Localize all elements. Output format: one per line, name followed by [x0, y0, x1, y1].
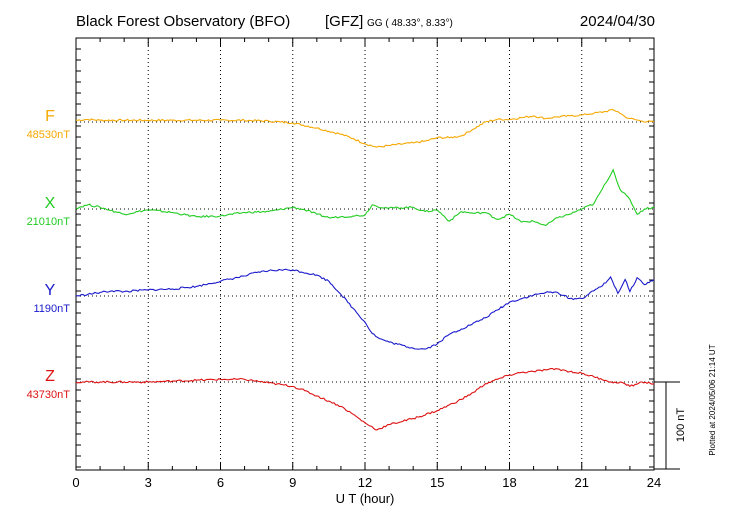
series-line-f — [75, 108, 655, 148]
series-name-z: Z — [45, 368, 55, 385]
baselines — [76, 121, 654, 383]
series-baseline-label-x: 21010nT — [27, 216, 71, 228]
x-tick-label: 6 — [217, 475, 224, 490]
series-line-z — [75, 367, 655, 431]
series-line-y — [75, 268, 655, 350]
x-tick-label: 12 — [358, 475, 372, 490]
x-tick-label: 15 — [430, 475, 444, 490]
x-tick-label: 0 — [72, 475, 79, 490]
observatory-title: Black Forest Observatory (BFO) — [76, 13, 290, 30]
source-label: [GFZ] — [325, 13, 363, 30]
x-tick-label: 9 — [289, 475, 296, 490]
series-name-y: Y — [45, 282, 56, 299]
coords-label: GG ( 48.33°, 8.33°) — [367, 18, 453, 29]
x-tick-label: 3 — [145, 475, 152, 490]
date-label: 2024/04/30 — [580, 13, 655, 30]
series-line-x — [75, 168, 655, 227]
scale-bar: 100 nT — [654, 381, 687, 470]
series-group — [75, 108, 655, 431]
x-tick-label: 24 — [647, 475, 661, 490]
series-baseline-label-z: 43730nT — [27, 389, 71, 401]
series-name-f: F — [45, 108, 55, 125]
x-axis: 0 3 6 9 12 15 18 21 24 — [72, 38, 661, 490]
series-baseline-label-y: 1190nT — [34, 303, 71, 315]
scale-bar-label: 100 nT — [675, 408, 687, 443]
x-tick-label: 21 — [575, 475, 589, 490]
series-name-x: X — [45, 195, 56, 212]
series-baseline-label-f: 48530nT — [27, 129, 71, 141]
series-labels: F 48530nT X 21010nT Y 1190nT Z 43730nT — [27, 108, 71, 401]
plotted-at-note: Plotted at 2024/05/06 21:14 UT — [708, 344, 717, 455]
x-tick-label: 18 — [502, 475, 516, 490]
x-axis-label: U T (hour) — [336, 491, 395, 506]
grid-lines — [147, 38, 583, 470]
